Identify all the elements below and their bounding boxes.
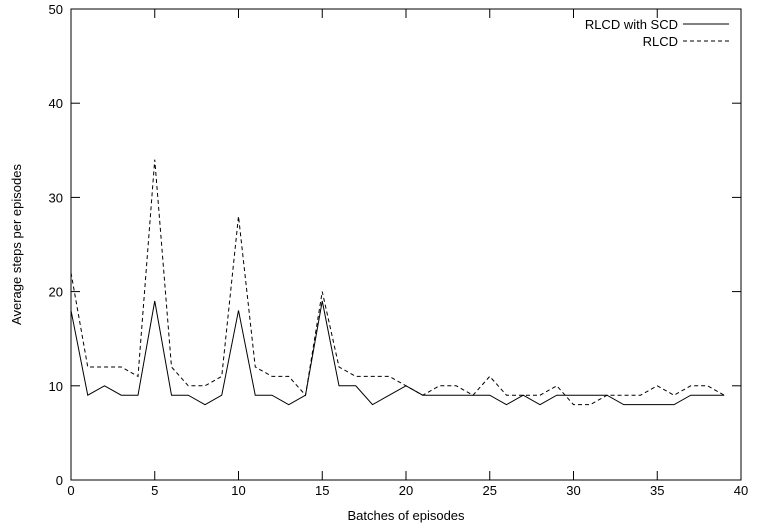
series-line-rlcd-with-scd xyxy=(70,300,725,406)
x-tick-label: 20 xyxy=(399,483,413,498)
axis-ticks: 0 5 10 15 20 25 30 35 40 0 10 20 30 40 50 xyxy=(49,2,749,498)
y-axis-label: Average steps per episodes xyxy=(9,164,24,325)
legend: RLCD with SCD RLCD xyxy=(585,17,729,49)
x-tick-label: 40 xyxy=(734,483,748,498)
x-axis-label: Batches of episodes xyxy=(347,508,465,523)
x-tick-label: 10 xyxy=(231,483,245,498)
y-tick-label: 40 xyxy=(49,96,63,111)
y-tick-label: 0 xyxy=(56,473,63,488)
y-tick-label: 20 xyxy=(49,285,63,300)
legend-label-rlcd: RLCD xyxy=(643,34,678,49)
x-tick-label: 0 xyxy=(67,483,74,498)
series-line-rlcd xyxy=(70,159,725,406)
x-tick-label: 35 xyxy=(650,483,664,498)
series-layer xyxy=(70,159,725,406)
y-tick-label: 50 xyxy=(49,2,63,17)
x-tick-label: 5 xyxy=(151,483,158,498)
x-tick-label: 25 xyxy=(483,483,497,498)
y-tick-label: 10 xyxy=(49,379,63,394)
x-tick-label: 15 xyxy=(315,483,329,498)
legend-label-rlcd-with-scd: RLCD with SCD xyxy=(585,17,678,32)
plot-frame xyxy=(70,8,742,481)
x-tick-label: 30 xyxy=(566,483,580,498)
y-tick-label: 30 xyxy=(49,190,63,205)
